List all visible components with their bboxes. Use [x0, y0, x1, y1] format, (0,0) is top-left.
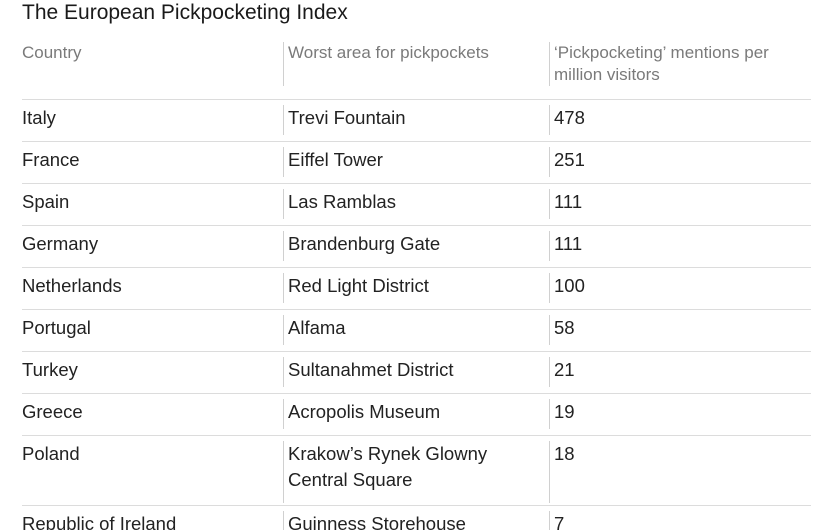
cell-country-value: Republic of Ireland: [22, 512, 177, 530]
pickpocketing-table: Country Worst area for pickpockets ‘Pick…: [22, 38, 811, 530]
cell-country: Greece: [22, 393, 283, 436]
table-body: Italy Trevi Fountain 478 France Eiffel Tower…: [22, 99, 811, 530]
cell-area-value: Trevi Fountain: [283, 104, 545, 135]
cell-area: Eiffel Tower: [283, 141, 549, 184]
cell-country-value: Poland: [22, 442, 80, 464]
cell-mentions: 111: [549, 225, 811, 268]
cell-mentions-value: 18: [549, 440, 807, 503]
cell-mentions: 478: [549, 99, 811, 142]
cell-mentions: 100: [549, 267, 811, 310]
cell-area: Sultanahmet District: [283, 351, 549, 394]
table-row: Portugal Alfama 58: [22, 309, 811, 352]
table-row: Germany Brandenburg Gate 111: [22, 225, 811, 268]
cell-country: Germany: [22, 225, 283, 268]
column-header-mentions: ‘Pickpocketing’ mentions per million vis…: [549, 38, 811, 100]
column-header-country-label: Country: [22, 43, 82, 62]
cell-country-value: Turkey: [22, 358, 78, 380]
cell-area: Red Light District: [283, 267, 549, 310]
table-row: Netherlands Red Light District 100: [22, 267, 811, 310]
cell-country: Spain: [22, 183, 283, 226]
cell-area-value: Guinness Storehouse: [283, 510, 545, 530]
cell-country-value: Spain: [22, 190, 70, 212]
table-row: Poland Krakow’s Rynek Glowny Central Squa…: [22, 435, 811, 506]
cell-country-value: Italy: [22, 106, 56, 128]
cell-country-value: France: [22, 148, 80, 170]
cell-mentions-value: 7: [549, 510, 807, 530]
column-header-area: Worst area for pickpockets: [283, 38, 549, 100]
cell-country: Republic of Ireland: [22, 505, 283, 530]
cell-mentions-value: 111: [549, 230, 807, 261]
table-row: Spain Las Ramblas 111: [22, 183, 811, 226]
cell-country-value: Portugal: [22, 316, 91, 338]
table-row: Italy Trevi Fountain 478: [22, 99, 811, 142]
cell-mentions-value: 21: [549, 356, 807, 387]
cell-area-value: Alfama: [283, 314, 545, 345]
cell-country-value: Netherlands: [22, 274, 122, 296]
cell-country-value: Greece: [22, 400, 83, 422]
cell-area: Trevi Fountain: [283, 99, 549, 142]
cell-mentions-value: 478: [549, 104, 807, 135]
table-row: Republic of Ireland Guinness Storehouse 7: [22, 505, 811, 530]
table-row: Greece Acropolis Museum 19: [22, 393, 811, 436]
cell-area: Acropolis Museum: [283, 393, 549, 436]
cell-area: Las Ramblas: [283, 183, 549, 226]
table-row: France Eiffel Tower 251: [22, 141, 811, 184]
cell-country: Italy: [22, 99, 283, 142]
cell-area-value: Krakow’s Rynek Glowny Central Square: [283, 440, 498, 503]
cell-area: Krakow’s Rynek Glowny Central Square: [283, 435, 549, 506]
column-header-country: Country: [22, 38, 283, 100]
column-header-area-label: Worst area for pickpockets: [283, 42, 545, 86]
cell-mentions-value: 19: [549, 398, 807, 429]
cell-mentions: 7: [549, 505, 811, 530]
table-title: The European Pickpocketing Index: [22, 1, 348, 24]
cell-area-value: Red Light District: [283, 272, 545, 303]
cell-country-value: Germany: [22, 232, 99, 254]
cell-area: Brandenburg Gate: [283, 225, 549, 268]
cell-mentions: 111: [549, 183, 811, 226]
header-row: Country Worst area for pickpockets ‘Pick…: [22, 38, 811, 100]
cell-mentions-value: 251: [549, 146, 807, 177]
table-row: Turkey Sultanahmet District 21: [22, 351, 811, 394]
cell-mentions-value: 111: [549, 188, 807, 219]
column-header-mentions-label: ‘Pickpocketing’ mentions per million vis…: [549, 42, 807, 86]
cell-mentions: 19: [549, 393, 811, 436]
cell-country: Turkey: [22, 351, 283, 394]
cell-area: Guinness Storehouse: [283, 505, 549, 530]
cell-country: Netherlands: [22, 267, 283, 310]
cell-area-value: Las Ramblas: [283, 188, 545, 219]
cell-mentions: 251: [549, 141, 811, 184]
cell-area: Alfama: [283, 309, 549, 352]
cell-mentions: 18: [549, 435, 811, 506]
cell-country: Poland: [22, 435, 283, 506]
cell-area-value: Brandenburg Gate: [283, 230, 545, 261]
cell-mentions: 58: [549, 309, 811, 352]
cell-area-value: Sultanahmet District: [283, 356, 545, 387]
cell-area-value: Eiffel Tower: [283, 146, 545, 177]
cell-country: Portugal: [22, 309, 283, 352]
cell-area-value: Acropolis Museum: [283, 398, 545, 429]
table-header: Country Worst area for pickpockets ‘Pick…: [22, 38, 811, 100]
cell-mentions: 21: [549, 351, 811, 394]
cell-country: France: [22, 141, 283, 184]
cell-mentions-value: 100: [549, 272, 807, 303]
cell-mentions-value: 58: [549, 314, 807, 345]
